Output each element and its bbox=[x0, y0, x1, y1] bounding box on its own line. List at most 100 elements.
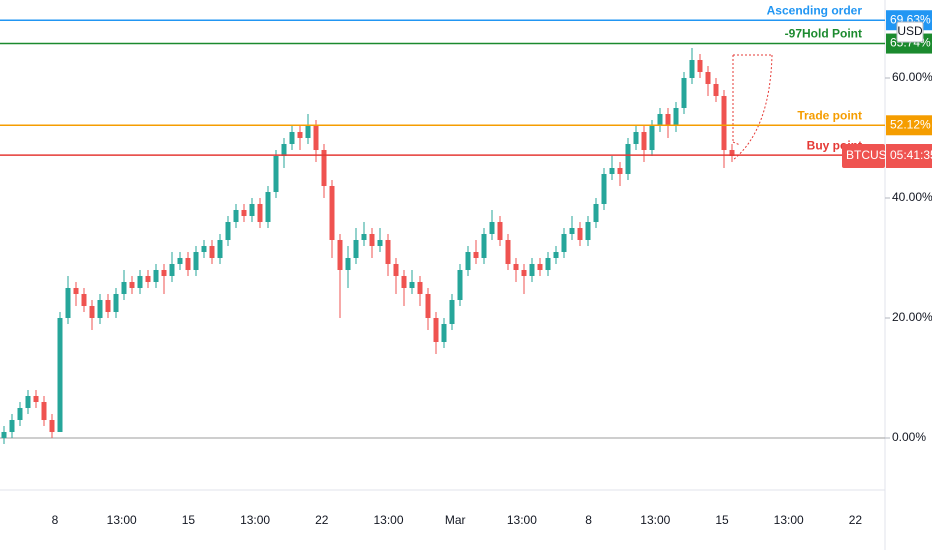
candle-body bbox=[337, 240, 343, 270]
candle-body bbox=[705, 72, 711, 84]
candle-body bbox=[521, 270, 527, 276]
candle-body bbox=[585, 222, 591, 240]
x-tick-label: 15 bbox=[182, 513, 196, 527]
candle-body bbox=[401, 276, 407, 288]
candle-body bbox=[177, 258, 183, 264]
x-tick-label: 22 bbox=[849, 513, 863, 527]
candle-body bbox=[721, 96, 727, 150]
candle-body bbox=[97, 300, 103, 318]
candle-body bbox=[633, 132, 639, 144]
candle-body bbox=[129, 282, 135, 288]
candle-body bbox=[505, 240, 511, 264]
candle-body bbox=[57, 318, 63, 432]
x-tick-label: 13:00 bbox=[373, 513, 403, 527]
x-tick-label: 8 bbox=[52, 513, 59, 527]
candle-body bbox=[353, 240, 359, 258]
candle-body bbox=[105, 300, 111, 312]
candle-body bbox=[577, 228, 583, 240]
candle-body bbox=[449, 300, 455, 324]
candle-body bbox=[641, 132, 647, 150]
candle-body bbox=[601, 174, 607, 204]
x-tick-label: 13:00 bbox=[107, 513, 137, 527]
candle-body bbox=[297, 132, 303, 138]
candle-body bbox=[425, 294, 431, 318]
candle-body bbox=[273, 156, 279, 192]
x-tick-label: 15 bbox=[715, 513, 729, 527]
candle-body bbox=[9, 420, 15, 432]
candle-body bbox=[697, 60, 703, 72]
symbol-tag bbox=[842, 144, 885, 168]
candle-body bbox=[369, 234, 375, 246]
candle-body bbox=[377, 240, 383, 246]
candle-body bbox=[673, 108, 679, 126]
candle-body bbox=[441, 324, 447, 342]
candle-body bbox=[497, 222, 503, 240]
level-name: Trade point bbox=[797, 108, 862, 122]
candle-body bbox=[657, 114, 663, 126]
candle-body bbox=[665, 114, 671, 126]
candle-body bbox=[593, 204, 599, 222]
candle-body bbox=[713, 84, 719, 96]
candle-body bbox=[569, 228, 575, 234]
price-tag bbox=[886, 144, 932, 168]
currency-label: USD bbox=[897, 24, 923, 38]
y-tick-label: 0.00% bbox=[892, 430, 926, 444]
y-tick-label: 20.00% bbox=[892, 310, 932, 324]
candle-body bbox=[145, 276, 151, 282]
candle-body bbox=[345, 258, 351, 270]
candle-body bbox=[729, 150, 735, 156]
countdown: 05:41:35 bbox=[890, 148, 932, 162]
candle-body bbox=[625, 144, 631, 174]
candle-body bbox=[225, 222, 231, 240]
candle-body bbox=[201, 246, 207, 252]
x-tick-label: 22 bbox=[315, 513, 329, 527]
candle-body bbox=[1, 432, 7, 438]
candle-body bbox=[209, 246, 215, 258]
symbol-label: BTCUSD bbox=[846, 148, 896, 162]
level-tag bbox=[886, 115, 932, 136]
candle-body bbox=[609, 168, 615, 174]
candle-body bbox=[281, 144, 287, 156]
candle-body bbox=[65, 288, 71, 318]
x-tick-label: 13:00 bbox=[507, 513, 537, 527]
candle-body bbox=[241, 210, 247, 216]
candle-body bbox=[529, 264, 535, 276]
candle-body bbox=[681, 78, 687, 108]
candle-body bbox=[185, 258, 191, 270]
y-tick-label: 40.00% bbox=[892, 190, 932, 204]
currency-box bbox=[896, 21, 924, 43]
candle-body bbox=[89, 306, 95, 318]
candle-body bbox=[17, 408, 23, 420]
x-tick-label: 13:00 bbox=[774, 513, 804, 527]
candle-body bbox=[457, 270, 463, 300]
candle-body bbox=[153, 270, 159, 282]
candle-body bbox=[465, 252, 471, 270]
candle-body bbox=[25, 396, 31, 408]
candle-body bbox=[417, 282, 423, 294]
x-tick-label: 13:00 bbox=[640, 513, 670, 527]
candle-body bbox=[113, 294, 119, 312]
level-name: Ascending order bbox=[767, 3, 863, 17]
candle-body bbox=[33, 396, 39, 402]
candle-body bbox=[321, 150, 327, 186]
candle-body bbox=[233, 210, 239, 222]
x-tick-label: Mar bbox=[445, 513, 466, 527]
candle-body bbox=[81, 294, 87, 306]
candle-body bbox=[689, 60, 695, 78]
candle-body bbox=[489, 222, 495, 234]
candle-body bbox=[121, 282, 127, 294]
candle-body bbox=[553, 252, 559, 258]
candle-body bbox=[161, 270, 167, 276]
candle-body bbox=[473, 252, 479, 258]
candle-body bbox=[617, 168, 623, 174]
candle-body bbox=[329, 186, 335, 240]
candle-body bbox=[361, 234, 367, 240]
candle-body bbox=[313, 126, 319, 150]
candle-body bbox=[249, 204, 255, 216]
candle-body bbox=[385, 240, 391, 264]
candle-body bbox=[561, 234, 567, 252]
x-tick-label: 8 bbox=[585, 513, 592, 527]
level-name: -97Hold Point bbox=[785, 27, 862, 41]
level-tag-label: 52.12% bbox=[890, 117, 931, 131]
